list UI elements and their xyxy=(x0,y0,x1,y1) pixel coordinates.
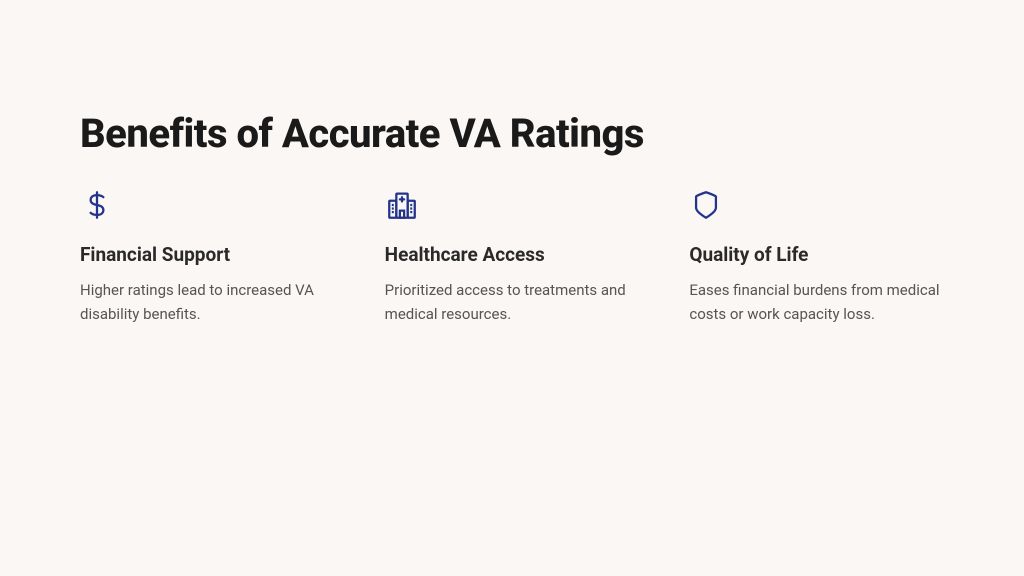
card-description: Higher ratings lead to increased VA disa… xyxy=(80,278,335,326)
card-quality-of-life: Quality of Life Eases financial burdens … xyxy=(689,185,944,326)
card-title: Quality of Life xyxy=(689,243,944,266)
card-description: Eases financial burdens from medical cos… xyxy=(689,278,944,326)
card-financial-support: Financial Support Higher ratings lead to… xyxy=(80,185,335,326)
card-title: Healthcare Access xyxy=(385,243,640,266)
hospital-icon xyxy=(385,185,640,225)
card-title: Financial Support xyxy=(80,243,335,266)
card-healthcare-access: Healthcare Access Prioritized access to … xyxy=(385,185,640,326)
cards-container: Financial Support Higher ratings lead to… xyxy=(80,185,944,326)
shield-icon xyxy=(689,185,944,225)
page-title: Benefits of Accurate VA Ratings xyxy=(80,110,944,157)
dollar-icon xyxy=(80,185,335,225)
card-description: Prioritized access to treatments and med… xyxy=(385,278,640,326)
